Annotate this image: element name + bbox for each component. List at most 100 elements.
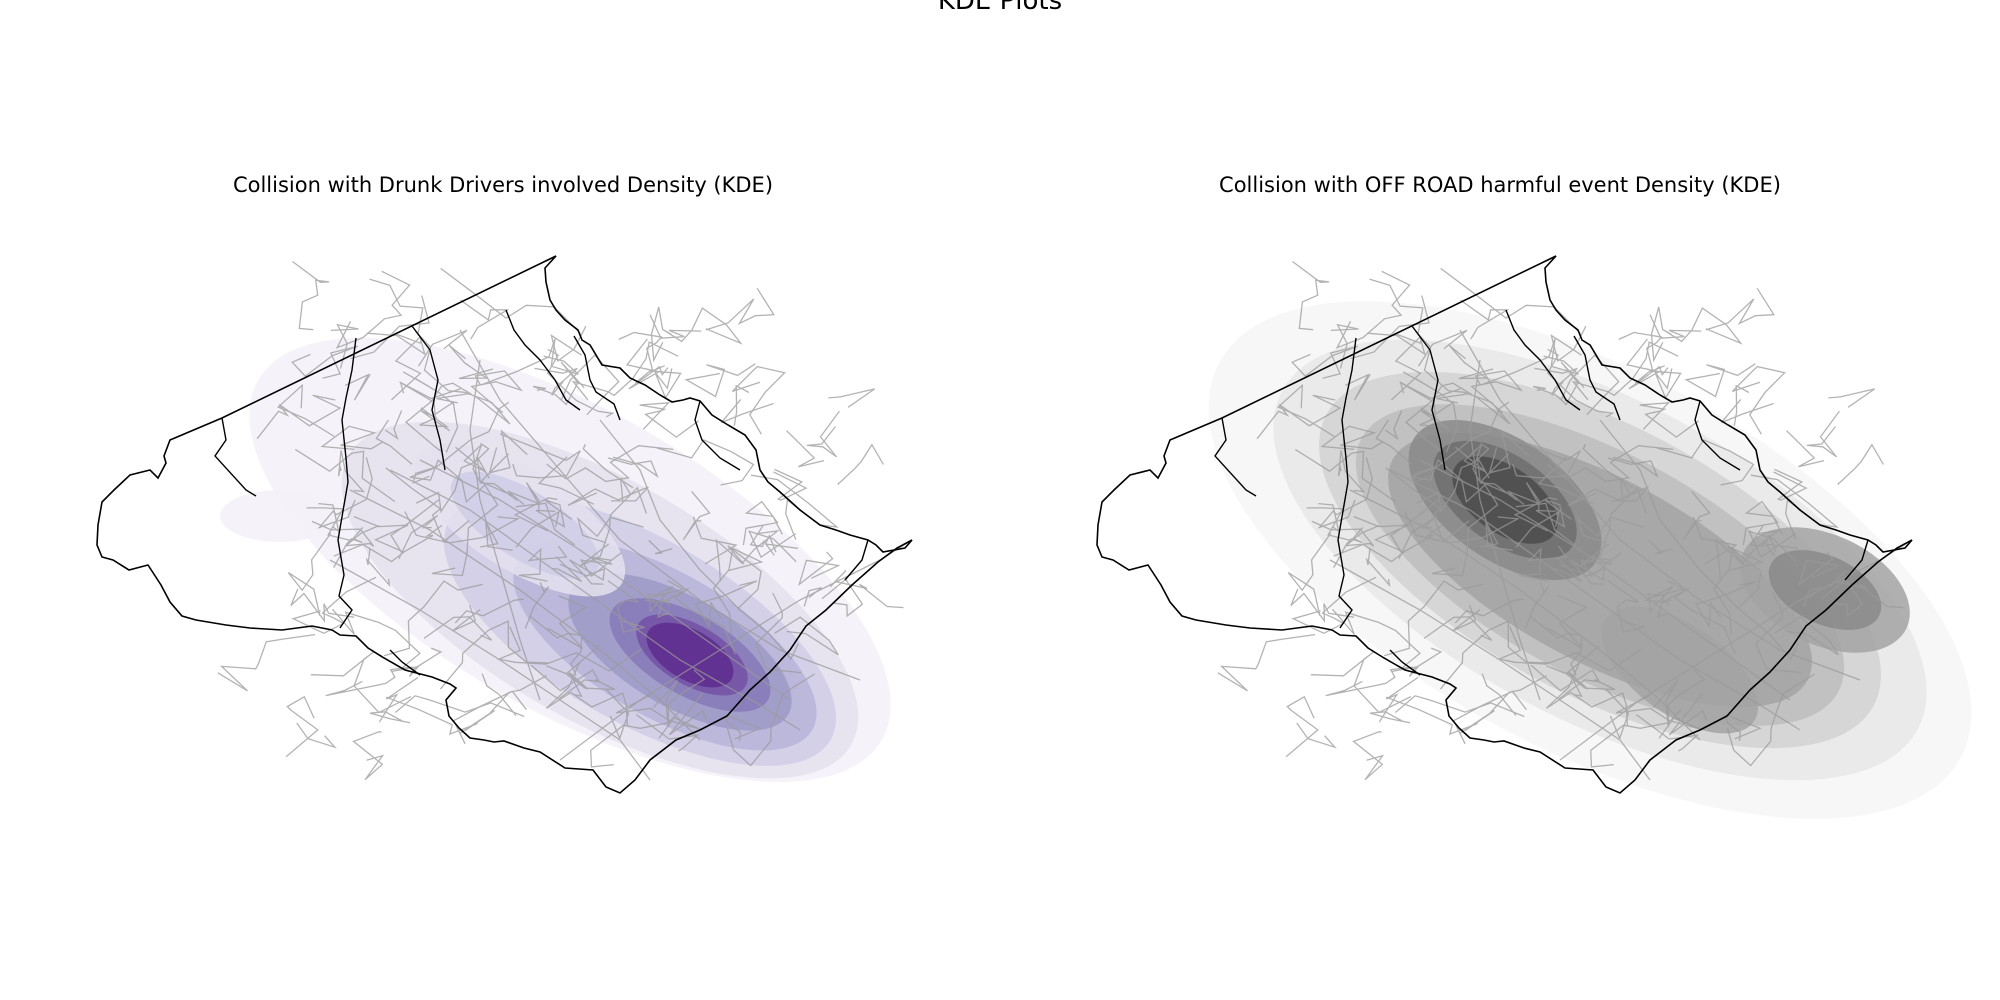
road-line — [1571, 341, 1679, 401]
road-line — [1578, 486, 1648, 568]
road-line — [419, 459, 791, 701]
road-line — [1643, 585, 1674, 613]
road-line — [1439, 620, 1549, 690]
road-line — [733, 384, 750, 426]
road-line — [615, 694, 701, 739]
road-line — [1349, 489, 1701, 741]
boundary-segment — [1411, 325, 1446, 471]
road-line — [1682, 490, 1711, 541]
road-line — [1454, 598, 1524, 624]
road-line — [1829, 570, 1904, 609]
road-line — [1518, 545, 1568, 582]
road-line — [434, 401, 459, 453]
road-line — [1476, 456, 1518, 501]
road-line — [545, 661, 629, 726]
road-line — [1448, 344, 1494, 380]
road-line — [1733, 384, 1750, 426]
road-line — [1369, 711, 1411, 724]
road-line — [1452, 690, 1527, 745]
road-line — [1287, 532, 1332, 617]
road-line — [798, 551, 841, 587]
road-line — [1773, 468, 1808, 501]
kde-density-layer — [1208, 301, 1972, 819]
road-line — [1662, 307, 1743, 345]
road-line — [749, 524, 775, 556]
road-line — [720, 398, 774, 424]
road-line — [332, 608, 421, 670]
left-panel-title: Collision with Drunk Drivers involved De… — [232, 173, 774, 197]
road-line — [1534, 367, 1578, 396]
road-line — [731, 365, 786, 435]
road-line — [1496, 626, 1642, 672]
road-line — [1335, 270, 1411, 349]
road-line — [534, 367, 578, 396]
road-line — [1217, 633, 1316, 692]
road-line — [1292, 260, 1330, 331]
road-line — [1481, 338, 1579, 386]
road-line — [668, 692, 708, 736]
road-line — [1294, 448, 1396, 503]
road-line — [605, 689, 630, 741]
road-line — [476, 456, 518, 501]
road-line — [705, 287, 775, 331]
road-line — [1806, 410, 1840, 458]
road-line — [1749, 524, 1775, 556]
county-boundary — [1096, 255, 1913, 794]
road-network — [217, 260, 913, 781]
road-line — [399, 381, 472, 404]
road-line — [1290, 588, 1355, 623]
road-line — [337, 450, 366, 493]
road-line — [1653, 669, 1706, 728]
road-line — [292, 260, 330, 331]
road-line — [1320, 425, 1384, 451]
boundary-segment — [1573, 335, 1621, 421]
road-line — [607, 456, 659, 478]
road-line — [639, 402, 699, 438]
road-line — [1724, 713, 1762, 741]
road-line — [715, 530, 780, 582]
figure-title: KDE Plots — [937, 0, 1063, 16]
road-line — [310, 650, 412, 714]
road-line — [546, 445, 674, 483]
road-line — [383, 580, 483, 657]
road-line — [1277, 383, 1335, 438]
road-line — [394, 695, 525, 718]
road-line — [567, 486, 649, 506]
road-line — [1352, 731, 1385, 781]
road-line — [455, 444, 514, 497]
road-line — [551, 556, 583, 583]
road-line — [1605, 689, 1630, 741]
road-line — [1332, 608, 1421, 670]
road-line — [345, 373, 371, 401]
road-line — [1404, 397, 1442, 452]
kde-contour-level — [646, 622, 734, 688]
road-line — [764, 534, 798, 553]
road-line — [1530, 664, 1601, 700]
road-line — [1256, 394, 1342, 440]
road-line — [1731, 365, 1786, 435]
road-line — [1650, 306, 1664, 363]
road-line — [1318, 502, 1340, 534]
road-line — [375, 419, 413, 465]
road-line — [1383, 580, 1483, 657]
road-line — [1545, 661, 1629, 726]
road-line — [1488, 429, 1528, 474]
boundary-segment — [337, 337, 357, 629]
road-line — [599, 419, 741, 611]
road-line — [404, 397, 442, 452]
boundary-segment — [505, 309, 581, 411]
road-line — [1481, 673, 1517, 717]
road-line — [1345, 373, 1371, 401]
boundary-segment — [1844, 539, 1869, 581]
road-line — [1459, 675, 1547, 734]
boundary-segment — [694, 400, 741, 471]
road-line — [352, 731, 385, 781]
road-line — [806, 410, 840, 458]
road-line — [439, 620, 549, 690]
road-line — [1310, 650, 1412, 714]
road-line — [1635, 714, 1700, 752]
road-line — [635, 714, 700, 752]
road-line — [1291, 576, 1377, 635]
road-line — [559, 559, 606, 585]
road-line — [1419, 459, 1791, 701]
